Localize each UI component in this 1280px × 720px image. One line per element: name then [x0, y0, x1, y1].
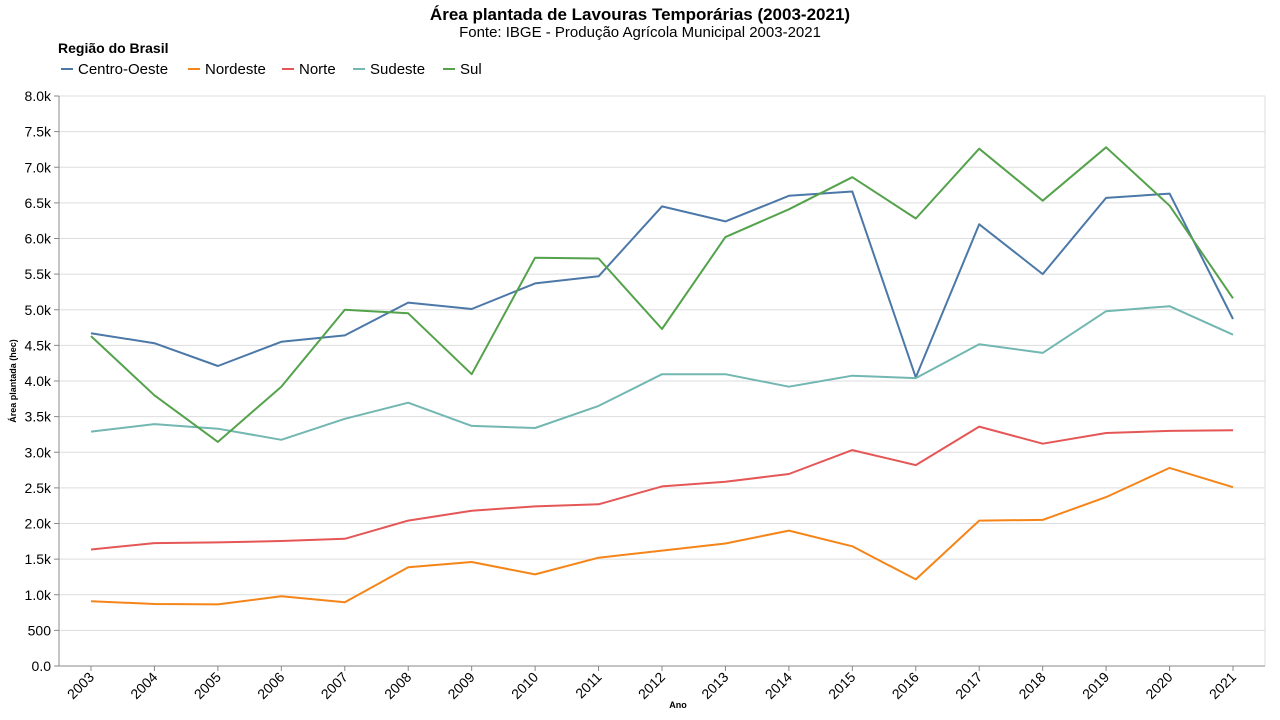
y-tick-label: 1.0k	[25, 587, 52, 603]
x-tick-label: 2012	[635, 669, 668, 702]
y-tick-label: 2.5k	[25, 480, 52, 496]
x-tick-label: 2013	[698, 669, 731, 702]
x-tick-label: 2018	[1015, 669, 1048, 702]
x-tick-label: 2007	[318, 669, 351, 702]
y-tick-label: 5.0k	[25, 302, 52, 318]
legend-label-nordeste: Nordeste	[205, 61, 266, 78]
y-tick-label: 3.0k	[25, 444, 52, 460]
x-tick-label: 2020	[1142, 669, 1175, 702]
x-tick-label: 2006	[254, 669, 287, 702]
x-tick-label: 2019	[1079, 669, 1112, 702]
series-line-sudeste	[90, 305, 1234, 441]
y-tick-label: 7.0k	[25, 159, 52, 175]
y-tick-label: 5.5k	[25, 266, 52, 282]
x-tick-label: 2003	[64, 669, 97, 702]
y-tick-label: 6.0k	[25, 231, 52, 247]
legend: Região do Brasil Centro-Oeste Nordeste Nor…	[58, 40, 482, 78]
x-tick-label: 2011	[572, 669, 605, 702]
y-tick-label: 6.5k	[25, 195, 52, 211]
legend-title: Região do Brasil	[58, 40, 168, 56]
series-line-sul	[90, 146, 1234, 443]
x-tick-label: 2014	[762, 669, 795, 702]
gridlines	[59, 95, 1266, 667]
x-tick-label: 2009	[444, 669, 477, 702]
series-lines	[90, 146, 1234, 606]
x-tick-label: 2005	[191, 669, 224, 702]
y-tick-label: 1.5k	[25, 551, 52, 567]
y-tick-label: 3.5k	[25, 409, 52, 425]
x-tick-label: 2016	[889, 669, 922, 702]
y-tick-label: 4.0k	[25, 373, 52, 389]
series-line-centro-oeste	[90, 190, 1234, 379]
x-axis-title: Ano	[669, 700, 687, 710]
y-tick-label: 7.5k	[25, 124, 52, 140]
y-tick-label: 500	[28, 622, 52, 638]
series-line-norte	[90, 425, 1234, 551]
axes: 0.0 500 1.0k 1.5k 2.0k 2.5k 3.0k 3.5k 4.0k 4.5k 5.…	[25, 88, 1265, 702]
x-tick-label: 2017	[952, 669, 985, 702]
legend-label-sudeste: Sudeste	[370, 61, 425, 78]
y-tick-label: 2.0k	[25, 516, 52, 532]
chart-title: Área plantada de Lavouras Temporárias (2…	[430, 5, 850, 24]
legend-label-centro-oeste: Centro-Oeste	[78, 61, 168, 78]
series-line-nordeste	[90, 466, 1234, 606]
chart-subtitle: Fonte: IBGE - Produção Agrícola Municipa…	[459, 24, 821, 41]
legend-label-sul: Sul	[460, 61, 482, 78]
x-tick-label: 2008	[381, 669, 414, 702]
y-axis-title: Área plantada (hec)	[8, 339, 18, 423]
x-tick-label: 2010	[508, 669, 541, 702]
x-tick-label: 2015	[825, 669, 858, 702]
x-tick-label: 2021	[1206, 669, 1239, 702]
x-tick-label: 2004	[127, 669, 160, 702]
y-tick-label: 4.5k	[25, 337, 52, 353]
y-tick-label: 0.0	[32, 658, 52, 674]
legend-label-norte: Norte	[299, 61, 336, 78]
y-tick-label: 8.0k	[25, 88, 52, 104]
